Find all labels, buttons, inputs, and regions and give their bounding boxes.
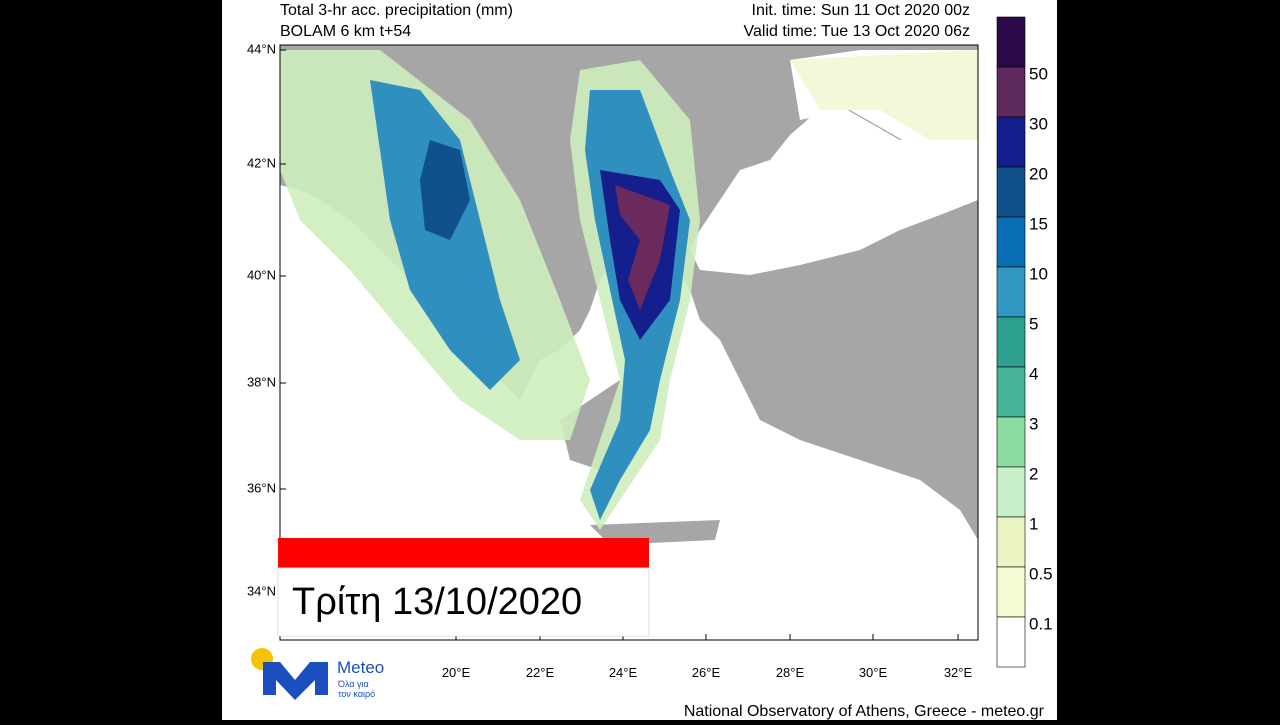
lat-label: 38°N <box>247 374 276 389</box>
banner-bar <box>278 538 649 568</box>
colorbar-label: 0.5 <box>1029 564 1053 583</box>
lon-label: 30°E <box>859 665 888 680</box>
colorbar-label: 4 <box>1029 364 1038 383</box>
colorbar-label: 10 <box>1029 264 1048 283</box>
colorbar-box <box>996 66 1026 118</box>
colorbar-box <box>996 216 1026 268</box>
precip-max <box>615 185 670 310</box>
colorbar-label: 50 <box>1029 64 1048 83</box>
logo-mark <box>263 662 328 700</box>
colorbar-box <box>996 366 1026 418</box>
lat-label: 34°N <box>247 583 276 598</box>
footer-credit: National Observatory of Athens, Greece -… <box>684 703 1045 720</box>
logo-tagline: τον καιρό <box>338 689 375 699</box>
model: BOLAM 6 km t+54 <box>280 23 411 40</box>
logo: Meteo Όλα για τον καιρό <box>251 648 384 700</box>
colorbar-label: 15 <box>1029 214 1048 233</box>
colorbar-box <box>996 116 1026 168</box>
lon-labels: 20°E 22°E 24°E 26°E 28°E 30°E 32°E <box>442 634 973 680</box>
lon-label: 26°E <box>692 665 721 680</box>
logo-name: Meteo <box>337 658 384 677</box>
title: Total 3-hr acc. precipitation (mm) <box>280 2 513 19</box>
colorbar-label: 2 <box>1029 464 1038 483</box>
colorbar-label: 3 <box>1029 414 1038 433</box>
colorbar: 50 30 20 15 10 5 4 3 2 1 0.5 0.1 <box>996 16 1053 668</box>
lon-label: 22°E <box>526 665 555 680</box>
precip-heavy-west <box>420 140 470 240</box>
init-time: Init. time: Sun 11 Oct 2020 00z <box>752 2 971 19</box>
lat-label: 42°N <box>247 155 276 170</box>
colorbar-box <box>996 266 1026 318</box>
colorbar-box <box>996 16 1026 68</box>
colorbar-box <box>996 166 1026 218</box>
lat-label: 40°N <box>247 267 276 282</box>
colorbar-box <box>996 516 1026 568</box>
lon-label: 32°E <box>944 665 973 680</box>
colorbar-label: 20 <box>1029 164 1048 183</box>
lon-label: 28°E <box>776 665 805 680</box>
colorbar-label: 30 <box>1029 114 1048 133</box>
lon-label: 24°E <box>609 665 638 680</box>
lat-label: 44°N <box>247 41 276 56</box>
lat-label: 36°N <box>247 480 276 495</box>
colorbar-label: 0.1 <box>1029 614 1053 633</box>
precip-light <box>790 50 978 140</box>
colorbar-box <box>996 616 1026 668</box>
banner-box <box>277 567 650 637</box>
map-frame <box>279 44 979 641</box>
colorbar-box <box>996 416 1026 468</box>
colorbar-box <box>996 466 1026 518</box>
map <box>279 44 979 641</box>
colorbar-label: 1 <box>1029 514 1038 533</box>
lat-labels: 44°N 42°N 40°N 38°N 36°N 34°N <box>247 41 286 598</box>
colorbar-label: 5 <box>1029 314 1038 333</box>
colorbar-box <box>996 316 1026 368</box>
valid-time: Valid time: Tue 13 Oct 2020 06z <box>744 23 971 40</box>
banner-date: Τρίτη 13/10/2020 <box>292 581 582 623</box>
logo-tagline: Όλα για <box>337 679 369 689</box>
colorbar-box <box>996 566 1026 618</box>
lon-label: 20°E <box>442 665 471 680</box>
